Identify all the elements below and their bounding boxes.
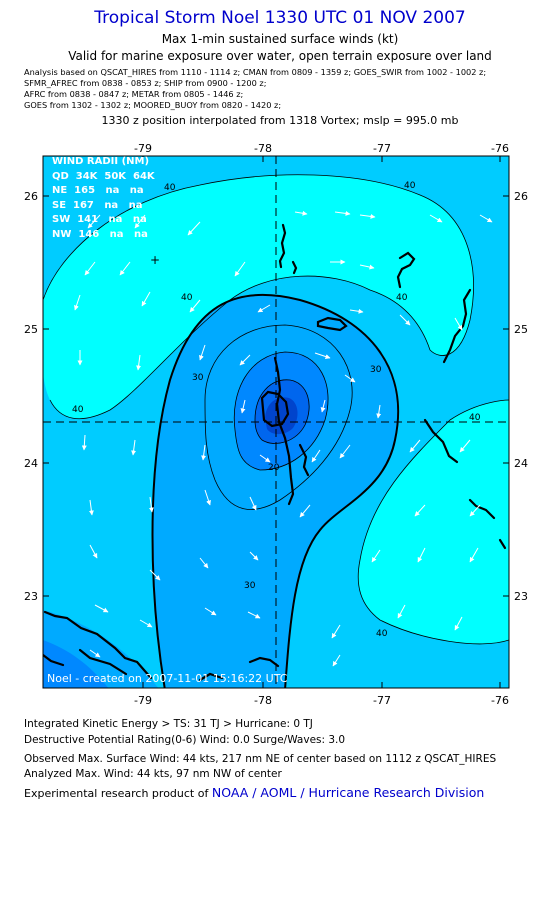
contour-34kt	[151, 293, 400, 688]
tick-marks	[43, 156, 509, 688]
contour-label-group: 40 40 40 40 40 30 30 30 20 40 40	[72, 181, 481, 639]
contour-label: 40	[181, 293, 193, 303]
wind-arrows	[74, 210, 493, 667]
wind-radii-header: WIND RADII (NM)	[52, 156, 150, 167]
band-10-20-sw	[43, 640, 109, 688]
contour-lines	[43, 174, 509, 645]
wind-radii-columns: QD 34K 50K 64K	[52, 170, 155, 182]
contour-label: 30	[244, 581, 256, 591]
lon-tick-top: -77	[373, 142, 391, 155]
map-frame	[42, 155, 510, 689]
contour-label: 40	[404, 181, 416, 191]
ike-line: Integrated Kinetic Energy > TS: 31 TJ > …	[24, 718, 313, 730]
lat-tick-left: 25	[24, 323, 38, 336]
analysis-sources: Analysis based on QSCAT_HIRES from 1110 …	[24, 67, 554, 111]
contour-label: 40	[164, 183, 176, 193]
lat-tick-left: 24	[24, 457, 38, 470]
subtitle-validity: Valid for marine exposure over water, op…	[68, 49, 492, 63]
analysis-line: GOES from 1302 - 1302 z; MOORED_BUOY fro…	[24, 100, 282, 110]
lon-tick-bottom: -78	[254, 694, 272, 707]
band-40-se	[358, 400, 509, 644]
contour-label: 40	[72, 405, 84, 415]
chart-title: Tropical Storm Noel 1330 UTC 01 NOV 2007	[94, 8, 466, 28]
contour-label: 40	[469, 413, 481, 423]
position-note: 1330 z position interpolated from 1318 V…	[101, 114, 459, 127]
plus-marker: +	[150, 253, 160, 267]
lat-tick-right: 23	[514, 590, 528, 603]
lon-tick-bottom: -77	[373, 694, 391, 707]
band-40-nw	[43, 174, 474, 419]
wind-radii-row: SW 141 na na	[52, 214, 147, 225]
dpr-line: Destructive Potential Rating(0-6) Wind: …	[24, 734, 346, 746]
lon-tick-bottom: -76	[491, 694, 509, 707]
wind-radii-row: SE 167 na na	[52, 199, 143, 211]
coastlines	[43, 223, 507, 682]
lon-tick-bottom: -79	[134, 694, 152, 707]
analysis-line: AFRC from 0838 - 0847 z; METAR from 0805…	[24, 89, 244, 99]
analysis-line: SFMR_AFREC from 0838 - 0853 z; SHIP from…	[24, 78, 267, 88]
lat-tick-right: 24	[514, 457, 528, 470]
noaa-link[interactable]: NOAA / AOML / Hurricane Research Divisio…	[211, 785, 485, 800]
lon-tick-top: -76	[491, 142, 509, 155]
analysis-line: Analysis based on QSCAT_HIRES from 1110 …	[24, 67, 487, 77]
lon-tick-top: -78	[254, 142, 272, 155]
observed-max-line: Observed Max. Surface Wind: 44 kts, 217 …	[24, 753, 497, 765]
analyzed-max-line: Analyzed Max. Wind: 44 kts, 97 nm NW of …	[24, 768, 282, 780]
contour-label: 20	[268, 463, 280, 473]
map-field: +	[43, 156, 509, 688]
lat-tick-left: 26	[24, 190, 38, 203]
lat-tick-left: 23	[24, 590, 38, 603]
credit-line: Experimental research product of NOAA / …	[24, 785, 484, 800]
wind-radii-row: NE 165 na na	[52, 185, 144, 196]
contour-label: 30	[192, 373, 204, 383]
band-20-30	[152, 294, 399, 688]
lat-tick-right: 25	[514, 323, 528, 336]
credit-prefix: Experimental research product of	[24, 787, 209, 800]
contour-label: 30	[370, 365, 382, 375]
lon-tick-top: -79	[134, 142, 152, 155]
wind-radii-table: WIND RADII (NM) QD 34K 50K 64K NE 165 na…	[52, 155, 155, 242]
wind-radii-row: NW 146 na na	[52, 228, 148, 240]
map-footer: Noel - created on 2007-11-01 15:16:22 UT…	[47, 672, 288, 685]
lat-tick-right: 26	[514, 190, 528, 203]
contour-label: 40	[376, 629, 388, 639]
contour-label: 40	[396, 293, 408, 303]
subtitle-winds: Max 1-min sustained surface winds (kt)	[161, 32, 399, 46]
